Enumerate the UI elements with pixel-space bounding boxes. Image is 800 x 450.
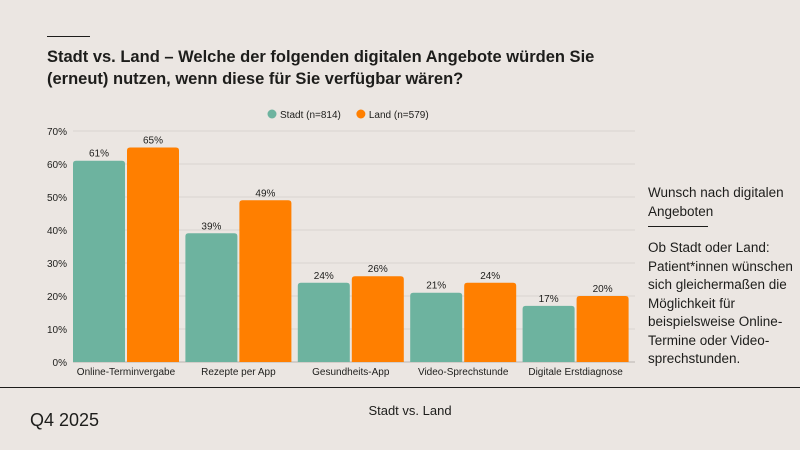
data-label: 49%	[255, 188, 275, 199]
side-heading: Wunsch nach digitalen Angeboten	[648, 185, 784, 219]
side-note: Wunsch nach digitalen Angeboten Ob Stadt…	[648, 184, 798, 369]
side-body: Ob Stadt oder Land: Patient*innen wünsch…	[648, 240, 793, 366]
y-tick-label: 50%	[47, 193, 67, 204]
x-tick-label: Online-Terminvergabe	[77, 367, 176, 378]
y-tick-label: 40%	[47, 226, 67, 237]
bar	[297, 282, 350, 362]
legend-marker	[356, 109, 366, 119]
x-tick-label: Video-Sprechstunde	[418, 367, 509, 378]
data-label: 24%	[480, 271, 500, 282]
bar	[127, 147, 179, 362]
data-label: 21%	[426, 281, 446, 292]
legend-label: Land (n=579)	[369, 110, 429, 121]
y-tick-label: 70%	[47, 127, 67, 138]
footer-rule	[0, 387, 800, 388]
footer-caption: Stadt vs. Land	[368, 403, 452, 418]
period-label: Q4 2025	[30, 410, 100, 430]
bar-chart: 0% 10% 20% 30% 40% 50% 60% 70% 61% 65% Online-Term…	[47, 109, 635, 378]
bar	[73, 160, 125, 362]
data-label: 26%	[368, 264, 388, 275]
bar	[576, 296, 629, 362]
x-tick-label: Gesundheits-App	[312, 367, 390, 378]
legend-label: Stadt (n=814)	[280, 110, 341, 121]
bar	[410, 292, 463, 362]
bar	[239, 200, 292, 362]
y-tick-label: 60%	[47, 160, 67, 171]
data-label: 65%	[143, 136, 163, 147]
side-rule	[648, 226, 708, 227]
data-label: 24%	[314, 271, 334, 282]
y-tick-label: 0%	[53, 358, 68, 369]
y-tick-label: 10%	[47, 325, 67, 336]
bar	[464, 282, 517, 362]
legend-marker	[267, 109, 277, 119]
y-tick-label: 20%	[47, 292, 67, 303]
title-rule	[47, 36, 90, 37]
bar	[185, 233, 238, 362]
bar	[351, 276, 404, 362]
page-title: Stadt vs. Land – Welche der folgenden di…	[47, 48, 595, 88]
data-label: 17%	[539, 294, 559, 305]
data-label: 39%	[201, 221, 221, 232]
data-label: 61%	[89, 149, 109, 160]
data-label: 20%	[593, 284, 613, 295]
bar	[522, 305, 575, 362]
y-tick-label: 30%	[47, 259, 67, 270]
x-tick-label: Digitale Erstdiagnose	[528, 367, 623, 378]
x-tick-label: Rezepte per App	[201, 367, 276, 378]
